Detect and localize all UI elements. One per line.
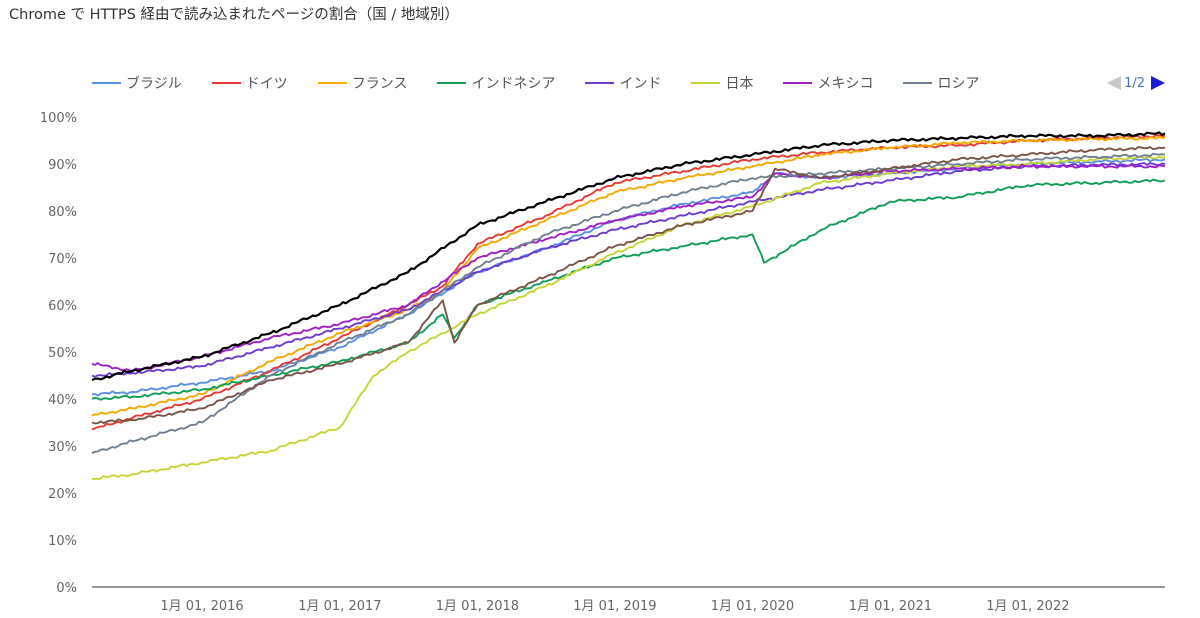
legend-swatch <box>691 82 721 84</box>
y-tick-label: 0% <box>56 581 77 596</box>
previous-page-icon[interactable] <box>1107 76 1122 90</box>
series-line <box>91 134 1166 431</box>
series-line <box>91 157 1166 397</box>
legend-item-russia[interactable]: ロシア <box>903 73 979 93</box>
legend-swatch <box>92 82 121 84</box>
legend-label: ブラジル <box>126 76 182 92</box>
y-tick-label: 20% <box>48 487 77 502</box>
y-tick-label: 60% <box>48 299 77 314</box>
legend-item-brazil[interactable]: ブラジル <box>92 73 182 93</box>
legend-pager: 1/2 <box>1107 72 1165 94</box>
y-tick-label: 40% <box>48 393 77 408</box>
y-tick-label: 10% <box>48 534 77 549</box>
legend-label: インド <box>619 76 662 92</box>
series-line <box>91 163 1166 372</box>
x-tick-label: 1月 01, 2016 <box>160 599 243 614</box>
series-line <box>91 135 1166 417</box>
legend-swatch <box>783 82 813 84</box>
series-line <box>91 155 1166 480</box>
y-tick-label: 70% <box>48 252 77 267</box>
series-line-unlabeled <box>91 146 1166 425</box>
x-tick-label: 1月 01, 2019 <box>573 599 656 614</box>
legend-label: メキシコ <box>817 76 874 92</box>
chart-title: Chrome で HTTPS 経由で読み込まれたページの割合（国 / 地域別） <box>9 7 459 23</box>
x-tick-label: 1月 01, 2017 <box>298 599 381 614</box>
legend-swatch <box>585 82 615 84</box>
x-tick-label: 1月 01, 2018 <box>436 599 519 614</box>
series-line <box>91 162 1166 378</box>
legend-swatch <box>437 82 467 84</box>
legend-item-mexico[interactable]: メキシコ <box>783 73 873 93</box>
legend-label: ロシア <box>937 76 980 92</box>
legend-item-japan[interactable]: 日本 <box>691 73 753 93</box>
legend-swatch <box>211 82 241 84</box>
legend-label: ドイツ <box>245 76 288 92</box>
series-line <box>91 178 1166 401</box>
legend-swatch <box>317 82 347 84</box>
legend-item-france[interactable]: フランス <box>317 73 408 93</box>
legend-item-india[interactable]: インド <box>585 73 661 93</box>
y-tick-label: 50% <box>48 346 77 361</box>
series-line-unlabeled <box>91 131 1166 382</box>
legend-swatch <box>903 82 933 84</box>
legend-label: インドネシア <box>471 76 556 92</box>
legend-label: フランス <box>351 76 408 92</box>
y-tick-label: 30% <box>48 440 77 455</box>
x-tick-label: 1月 01, 2020 <box>711 599 794 614</box>
y-tick-label: 100% <box>40 111 77 126</box>
legend-item-germany[interactable]: ドイツ <box>211 73 288 93</box>
series-line <box>91 152 1166 454</box>
legend-item-indonesia[interactable]: インドネシア <box>437 73 555 93</box>
next-page-icon[interactable] <box>1151 76 1165 90</box>
legend: ブラジル ドイツ フランス インドネシア インド 日本 メキシコ ロシア <box>92 72 1009 94</box>
legend-page-indicator: 1/2 <box>1124 75 1145 91</box>
legend-label: 日本 <box>725 76 754 92</box>
y-tick-label: 90% <box>48 158 77 173</box>
y-tick-label: 80% <box>48 205 77 220</box>
x-tick-label: 1月 01, 2022 <box>986 599 1069 614</box>
x-tick-label: 1月 01, 2021 <box>849 599 932 614</box>
